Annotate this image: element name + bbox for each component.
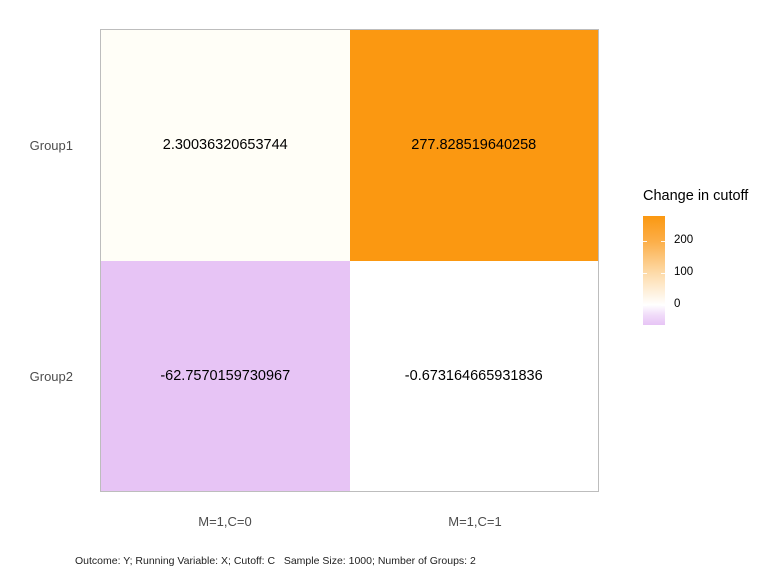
y-axis-label-group1: Group1 [29, 138, 73, 153]
legend-tick-mark [661, 273, 665, 274]
cell-value-label: 277.828519640258 [411, 137, 537, 154]
y-axis-label-group2: Group2 [29, 369, 73, 384]
legend-tick-mark [661, 305, 665, 306]
heatmap-cell-group2-m1c1: -0.673164665931836 [349, 260, 598, 491]
legend-tick-label-200: 200 [674, 234, 694, 246]
legend-title: Change in cutoff [643, 188, 749, 204]
plot-caption: Outcome: Y; Running Variable: X; Cutoff:… [75, 555, 476, 567]
legend-tick-mark [643, 273, 647, 274]
cell-value-label: -0.673164665931836 [404, 367, 543, 384]
heatmap-cell-group2-m1c0: -62.7570159730967 [101, 260, 350, 491]
legend-gradient-bar [643, 216, 665, 325]
heatmap-panel: 2.30036320653744 277.828519640258 -62.75… [100, 29, 599, 492]
x-axis-label-m1c0: M=1,C=0 [198, 514, 252, 529]
cell-value-label: 2.30036320653744 [162, 137, 288, 154]
legend-tick-label-0: 0 [674, 298, 681, 310]
legend-tick-mark [643, 241, 647, 242]
x-axis-label-m1c1: M=1,C=1 [448, 514, 502, 529]
legend-tick-mark [643, 305, 647, 306]
heatmap-cell-group1-m1c0: 2.30036320653744 [101, 30, 350, 261]
legend-tick-label-100: 100 [674, 266, 694, 278]
legend-tick-mark [661, 241, 665, 242]
cell-value-label: -62.7570159730967 [160, 367, 291, 384]
heatmap-cell-group1-m1c1: 277.828519640258 [349, 30, 598, 261]
